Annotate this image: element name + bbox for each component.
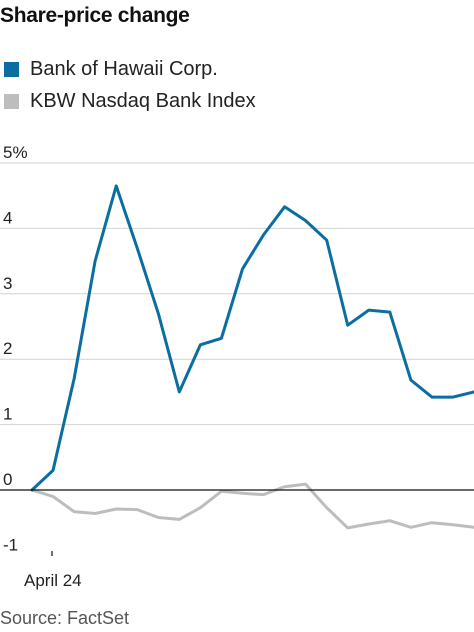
series-line-bank-of-hawaii: [30, 184, 474, 492]
y-tick-label-2: 2: [3, 339, 12, 358]
y-tick-label-0: 0: [3, 470, 12, 489]
legend-item-kbw-index: KBW Nasdaq Bank Index: [4, 90, 256, 113]
legend-item-bank-of-hawaii: Bank of Hawaii Corp.: [4, 58, 218, 81]
x-tick-label-april-24: April 24: [24, 571, 82, 590]
y-tick-label-1: 1: [3, 405, 12, 424]
y-tick-label-neg1: -1: [3, 535, 18, 554]
legend-label-kbw-index: KBW Nasdaq Bank Index: [30, 90, 256, 112]
y-tick-label-5: 5%: [3, 143, 28, 162]
legend-swatch-bank-of-hawaii: [4, 62, 19, 77]
legend-label-bank-of-hawaii: Bank of Hawaii Corp.: [30, 58, 218, 80]
y-tick-label-4: 4: [3, 208, 12, 227]
source-note: Source: FactSet: [0, 608, 130, 628]
chart-title: Share-price change: [0, 4, 190, 27]
series-line-kbw-index: [30, 482, 474, 530]
y-tick-label-3: 3: [3, 274, 12, 293]
legend-swatch-kbw-index: [4, 94, 19, 109]
